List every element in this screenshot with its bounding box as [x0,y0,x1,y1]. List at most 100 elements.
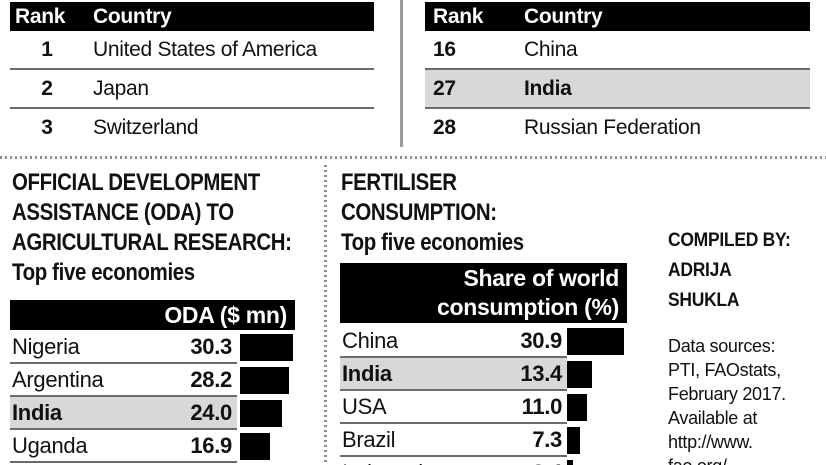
rank-cell: 3 [41,115,53,139]
table-row: 2 Japan [10,70,374,109]
bar-table-row: Nigeria 30.3 [10,331,310,364]
vertical-divider-dotted [324,165,327,465]
bar [567,328,624,355]
country-cell: Russian Federation [524,115,701,139]
table-row: 27 India [425,70,810,109]
ranking-table-left: Rank Country 1 United States of America … [10,2,374,146]
ranking-table-right: Rank Country 16 China 27 India 28 Russia… [425,2,810,146]
bar [567,361,592,388]
author-name: SHUKLA [668,290,740,311]
title-line: FERTILISER [341,169,457,196]
ranking-table-left-body: 1 United States of America 2 Japan 3 Swi… [10,31,374,146]
row-label-value: India 13.4 [340,358,567,391]
row-label-value: Uganda 16.9 [10,430,237,463]
value-cell: 7.3 [532,426,562,452]
rank-cell: 16 [433,37,456,61]
value-cell: 30.9 [520,327,562,353]
rank-cell: 1 [41,37,53,61]
country-cell: United States of America [93,37,317,61]
fertiliser-bar-table: China 30.9 India 13.4 USA 11.0 [340,325,640,465]
value-cell: 16.9 [190,432,232,458]
country-cell: China [524,37,578,61]
row-label-value: China 30.9 [340,325,567,358]
fertiliser-column-header: Share of world consumption (%) [340,263,627,323]
country-label: Nigeria [12,333,80,359]
bar [240,433,270,460]
country-label: USA [342,393,387,419]
value-cell: 3.4 [532,460,567,465]
ranking-table-right-header: Rank Country [425,2,810,31]
title-line: OFFICIAL DEVELOPMENT [12,169,260,196]
row-label-value: Argentina 28.2 [10,364,237,397]
row-label-value: Indonesia 3.4 [340,457,567,465]
country-label: Indonesia [340,460,532,465]
country-column-header: Country [524,4,603,28]
sources-line: http://www. [668,432,753,452]
rank-cell: 2 [41,76,53,100]
country-label: India [342,360,392,386]
bar [567,460,574,465]
rank-column-header: Rank [15,4,66,28]
author-name: ADRIJA [668,260,732,281]
bar-table-row: Uganda 16.9 [10,430,310,463]
horizontal-divider-dotted [0,156,826,159]
header-line: Share of world [463,265,619,291]
vertical-divider-solid [400,0,403,147]
bar [240,400,282,427]
country-cell: Switzerland [93,115,199,139]
row-label-value: USA 11.0 [340,391,567,424]
compiled-by-block: COMPILED BY: ADRIJA SHUKLA [668,226,791,316]
bar-table-row: China 30.9 [340,325,640,358]
title-line: ASSISTANCE (ODA) TO [12,199,234,226]
bar [567,394,588,421]
value-cell: 13.4 [520,360,562,386]
country-label: China [342,327,398,353]
sources-line: Available at [668,408,758,428]
table-row: 1 United States of America [10,31,374,70]
bar-table-row: Indonesia 3.4 [340,457,640,465]
oda-column-header: ODA ($ mn) [10,300,295,330]
rank-column-header: Rank [433,4,484,28]
bar [240,367,290,394]
table-row: 3 Switzerland [10,109,374,146]
table-row: 28 Russian Federation [425,109,810,146]
bar [567,427,581,454]
row-label-value: Nigeria 30.3 [10,331,237,364]
bar-table-row: India 24.0 [10,397,310,430]
sources-line: Data sources: [668,336,776,356]
data-sources-block: Data sources: PTI, FAOstats, February 20… [668,334,786,465]
title-line: Top five economies [341,229,524,256]
title-line: AGRICULTURAL RESEARCH: [12,229,292,256]
row-label-value: India 24.0 [10,397,237,430]
sources-line: fao.org/ [668,454,786,465]
rank-cell: 27 [433,76,456,100]
value-cell: 30.3 [190,333,232,359]
country-column-header: Country [93,4,172,28]
bar-table-row: Brazil 7.3 [340,424,640,457]
ranking-table-right-body: 16 China 27 India 28 Russian Federation [425,31,810,146]
sources-line: February 2017. [668,384,786,404]
value-cell: 24.0 [190,399,232,425]
ranking-table-left-header: Rank Country [10,2,374,31]
rank-cell: 28 [433,115,456,139]
oda-bar-table: Nigeria 30.3 Argentina 28.2 India 24.0 [10,331,310,463]
fertiliser-panel-title: FERTILISER CONSUMPTION: Top five economi… [341,168,524,258]
row-label-value: Brazil 7.3 [340,424,567,457]
country-cell: Japan [93,76,149,100]
bar [240,334,293,361]
header-line: consumption (%) [436,294,619,320]
country-label: Uganda [12,432,88,458]
country-label: Argentina [12,366,104,392]
country-cell: India [524,76,572,100]
country-label: India [12,399,62,425]
table-row: 16 China [425,31,810,70]
title-line: CONSUMPTION: [341,199,497,226]
oda-panel-title: OFFICIAL DEVELOPMENT ASSISTANCE (ODA) TO… [12,168,292,288]
value-cell: 28.2 [190,366,232,392]
title-line: Top five economies [12,259,195,286]
value-cell: 11.0 [521,393,563,419]
bar-table-row: USA 11.0 [340,391,640,424]
country-label: Brazil [342,426,396,452]
compiled-by-label: COMPILED BY: [668,230,791,251]
